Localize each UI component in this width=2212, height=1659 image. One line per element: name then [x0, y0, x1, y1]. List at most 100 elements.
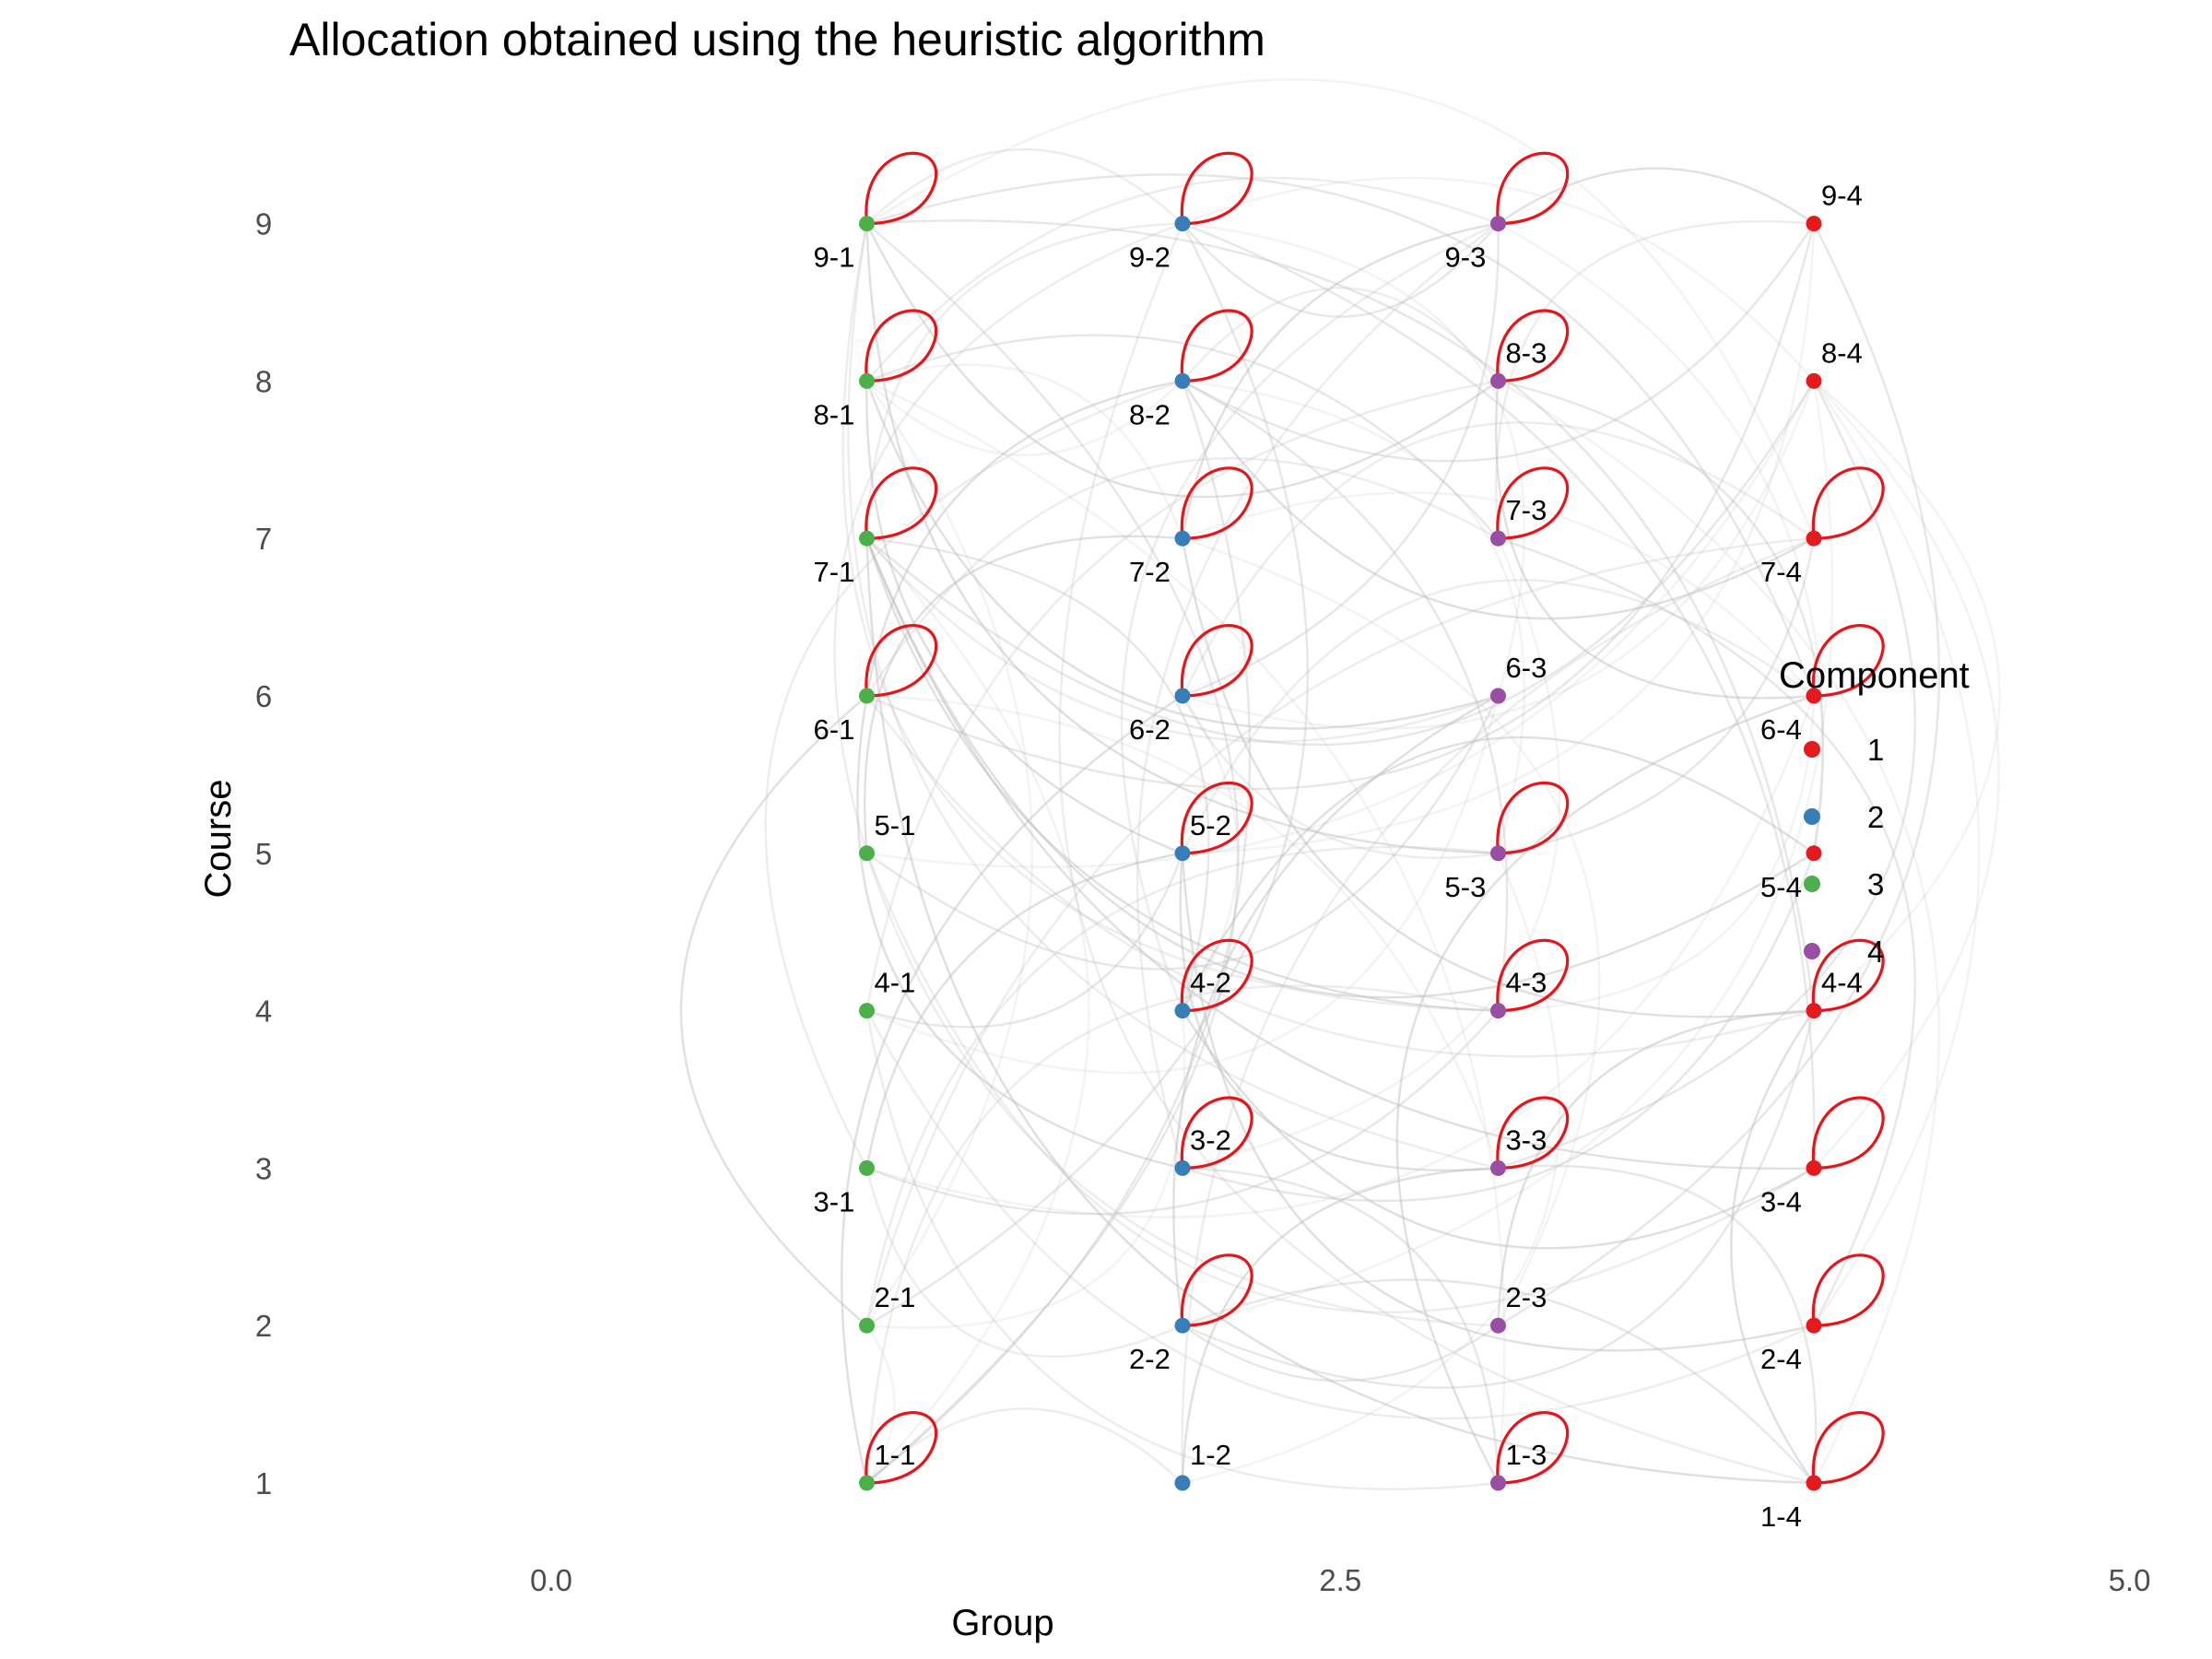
- x-axis-ticks: 0.0 2.5 5.0: [530, 1563, 2150, 1597]
- node-label-4-4: 4-4: [1821, 967, 1863, 999]
- edge-6-3-7-1: [865, 537, 1499, 743]
- edge-5-4-9-3: [1497, 222, 1824, 853]
- edge-5-3-8-2: [1182, 380, 1526, 854]
- edge-2-1-9-2: [865, 223, 1310, 1327]
- edge-1-2-5-3: [1182, 853, 1561, 1485]
- node-label-6-4: 6-4: [1760, 713, 1802, 746]
- edge-1-4-9-2: [1058, 223, 1815, 1485]
- node-1-1: [859, 1475, 875, 1491]
- edge-5-2-6-4: [1181, 579, 1815, 854]
- node-label-3-1: 3-1: [814, 1185, 855, 1218]
- edge-2-1-6-1: [679, 695, 868, 1327]
- y-tick-label: 1: [255, 1466, 272, 1500]
- self-loop-7-4: [1811, 466, 1885, 540]
- node-label-2-1: 2-1: [875, 1281, 916, 1313]
- node-label-5-2: 5-2: [1190, 809, 1231, 841]
- edge-7-4-9-1: [865, 78, 1816, 539]
- edge-2-1-8-1: [865, 380, 1033, 1326]
- self-loop-3-2: [1180, 1096, 1253, 1170]
- edge-6-3-8-1: [865, 380, 1499, 730]
- edge-6-4-9-1: [866, 173, 1816, 697]
- legend-swatch-2: [1804, 808, 1820, 825]
- node-label-4-1: 4-1: [875, 967, 916, 999]
- x-axis-title: Group: [951, 1603, 1053, 1643]
- node-2-3: [1490, 1317, 1506, 1334]
- edge-2-1-5-3: [865, 845, 1499, 1326]
- self-loop-3-3: [1496, 1096, 1570, 1170]
- edge-4-3-7-1: [865, 537, 1499, 1012]
- edge-6-4-8-3: [1495, 381, 1815, 700]
- edge-2-2-2-3: [1182, 1324, 1500, 1382]
- edge-4-1-6-3: [866, 695, 1500, 1075]
- edge-5-1-6-3: [865, 695, 1500, 971]
- node-9-1: [859, 216, 875, 232]
- node-4-2: [1174, 1003, 1191, 1019]
- node-label-9-2: 9-2: [1129, 241, 1171, 274]
- edge-1-4-4-4: [1730, 1009, 1815, 1484]
- node-label-1-3: 1-3: [1506, 1439, 1547, 1471]
- edge-5-2-8-1: [865, 381, 1183, 854]
- legend-title: Component: [1779, 655, 1970, 696]
- edge-5-3-7-4: [1498, 537, 1816, 854]
- self-loops-layer: [865, 151, 1885, 1485]
- edge-6-1-7-3: [865, 457, 1500, 697]
- edge-2-1-7-4: [865, 537, 1815, 1326]
- legend-label-4: 4: [1867, 935, 1884, 969]
- node-6-3: [1490, 688, 1506, 704]
- edge-1-2-3-3: [1181, 1167, 1499, 1484]
- edge-3-3-6-1: [866, 694, 1500, 1169]
- edge-9-2-9-3: [1182, 222, 1500, 318]
- y-tick-label: 9: [255, 207, 272, 241]
- self-loop-1-3: [1496, 1411, 1570, 1485]
- edge-7-3-9-4: [1495, 219, 1815, 539]
- node-9-2: [1174, 216, 1191, 232]
- y-tick-label: 4: [255, 994, 272, 1029]
- edge-1-3-6-4: [1395, 694, 1815, 1484]
- chart-title: Allocation obtained using the heuristic …: [289, 14, 1265, 65]
- edge-2-3-7-2: [1182, 537, 1601, 1326]
- node-4-3: [1490, 1003, 1506, 1019]
- edge-4-2-6-2: [1182, 695, 1239, 1012]
- edge-6-3-9-2: [1182, 222, 1526, 697]
- edges-layer: [679, 78, 2001, 1490]
- node-label-5-3: 5-3: [1445, 871, 1487, 903]
- edge-1-3-3-2: [1182, 1167, 1500, 1484]
- node-8-2: [1174, 372, 1191, 389]
- edge-2-3-4-4: [1497, 1009, 1815, 1326]
- self-loop-8-1: [865, 309, 938, 382]
- self-loop-8-2: [1180, 309, 1253, 382]
- self-loop-1-1: [865, 1411, 938, 1485]
- legend-swatch-4: [1804, 943, 1820, 959]
- node-6-1: [859, 688, 875, 704]
- y-axis-title: Course: [198, 780, 239, 899]
- edge-1-1-7-1: [865, 537, 1090, 1484]
- y-axis-ticks: 1 2 3 4 5 6 7 8 9: [255, 207, 272, 1500]
- edge-1-1-8-2: [865, 381, 1252, 1484]
- self-loop-9-3: [1496, 151, 1570, 226]
- y-tick-label: 7: [255, 522, 272, 556]
- node-label-3-2: 3-2: [1190, 1124, 1231, 1156]
- node-3-1: [859, 1159, 875, 1176]
- edge-4-4-9-1: [866, 219, 1816, 1011]
- edge-3-3-9-1: [847, 223, 1499, 1170]
- edge-3-1-6-4: [866, 695, 1816, 1218]
- node-label-2-2: 2-2: [1129, 1343, 1171, 1375]
- self-loop-1-4: [1811, 1411, 1885, 1485]
- node-3-2: [1174, 1159, 1191, 1176]
- edge-1-3-8-1: [865, 380, 1506, 1484]
- node-3-3: [1490, 1159, 1506, 1176]
- node-1-4: [1806, 1475, 1822, 1491]
- node-7-4: [1806, 530, 1822, 547]
- self-loop-8-3: [1496, 309, 1570, 382]
- edge-2-1-4-2: [866, 1010, 1186, 1329]
- edge-4-4-7-2: [1181, 537, 1815, 1018]
- edge-1-4-3-3: [1498, 1164, 1818, 1484]
- node-label-5-1: 5-1: [875, 809, 916, 841]
- edge-7-1-9-2: [865, 222, 1183, 539]
- edge-6-2-8-4: [1182, 380, 1816, 730]
- edge-7-3-8-1: [866, 334, 1500, 539]
- edge-6-2-7-4: [1181, 421, 1815, 697]
- edge-1-1-2-1: [865, 1324, 896, 1484]
- edge-4-2-5-4: [1181, 736, 1815, 1012]
- node-label-7-1: 7-1: [814, 556, 855, 588]
